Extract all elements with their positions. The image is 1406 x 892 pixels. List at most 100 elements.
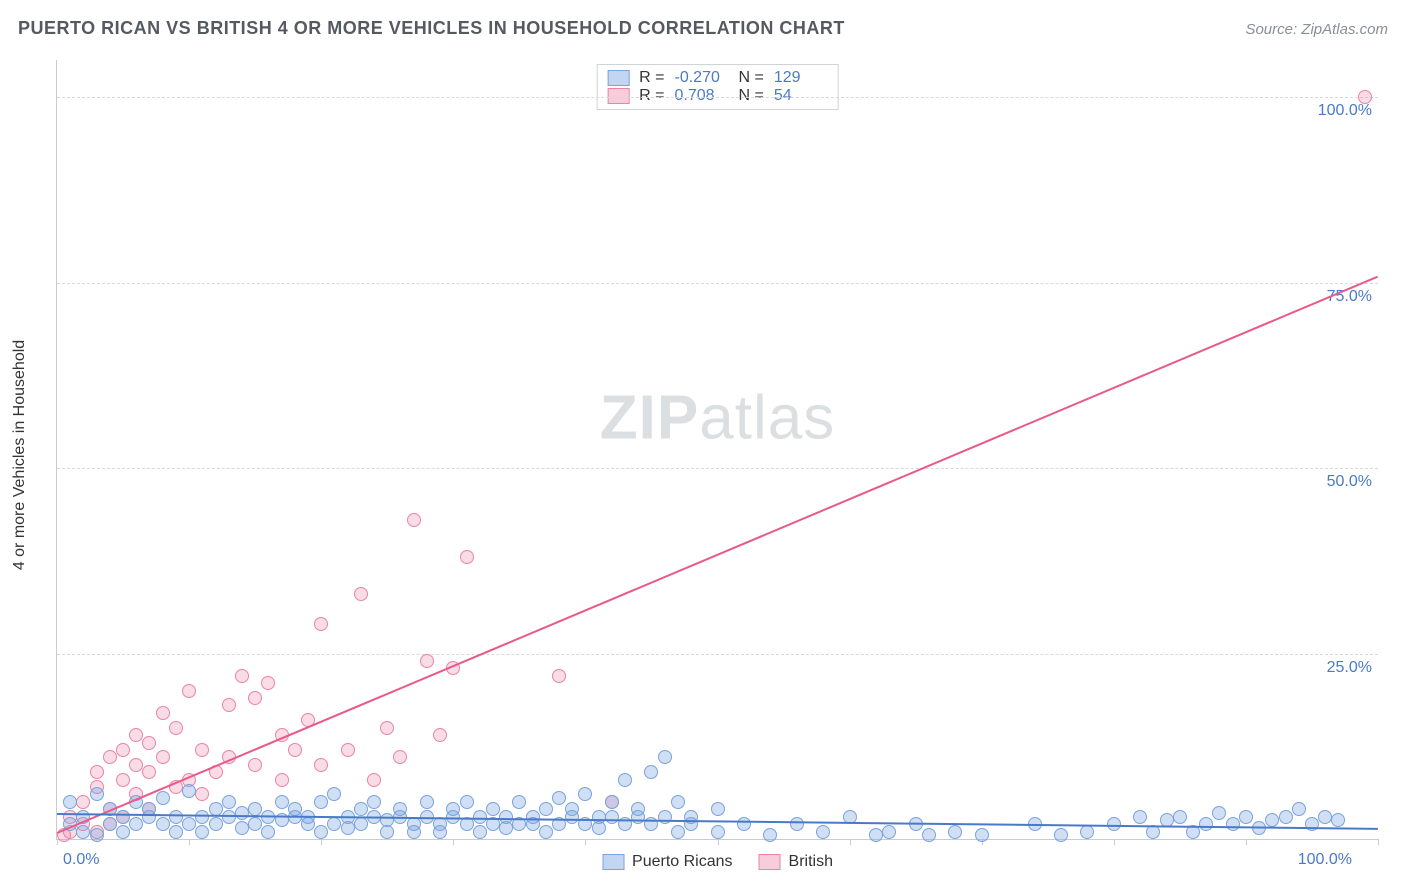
data-point-blue [1173,810,1187,824]
data-point-blue [235,821,249,835]
data-point-blue [433,825,447,839]
watermark-bold: ZIP [600,384,699,453]
data-point-blue [90,828,104,842]
data-point-blue [882,825,896,839]
data-point-pink [116,743,130,757]
data-point-blue [90,787,104,801]
data-point-blue [512,795,526,809]
swatch-pink-icon [759,854,781,870]
data-point-blue [156,817,170,831]
plot-area: 4 or more Vehicles in Household ZIPatlas… [48,60,1388,850]
data-point-blue [380,813,394,827]
x-tick [189,839,190,845]
data-point-blue [605,795,619,809]
data-point-pink [195,743,209,757]
data-point-pink [222,698,236,712]
data-point-blue [869,828,883,842]
x-max-label: 100.0% [1298,851,1352,869]
data-point-blue [671,825,685,839]
r-value-1: 0.708 [675,87,729,105]
header: PUERTO RICAN VS BRITISH 4 OR MORE VEHICL… [18,18,1388,39]
data-point-blue [618,773,632,787]
data-point-blue [1133,810,1147,824]
data-point-blue [76,825,90,839]
data-point-blue [552,791,566,805]
y-tick-label: 50.0% [1327,473,1372,491]
x-tick [1114,839,1115,845]
data-point-pink [142,736,156,750]
data-point-blue [407,817,421,831]
gridline-h [57,283,1378,284]
data-point-blue [169,825,183,839]
n-label: N = [739,69,764,87]
data-point-pink [235,669,249,683]
data-point-pink [433,728,447,742]
watermark-rest: atlas [699,384,835,453]
data-point-blue [1226,817,1240,831]
data-point-pink [314,617,328,631]
data-point-blue [354,802,368,816]
data-point-blue [578,787,592,801]
data-point-pink [354,587,368,601]
x-tick [585,839,586,845]
data-point-pink [90,765,104,779]
scatter-plot: ZIPatlas R = -0.270 N = 129 R = 0.708 N … [56,60,1378,840]
data-point-pink [314,758,328,772]
data-point-pink [393,750,407,764]
y-tick-label: 25.0% [1327,659,1372,677]
data-point-pink [169,721,183,735]
data-point-pink [248,691,262,705]
data-point-blue [1292,802,1306,816]
r-label: R = [639,69,664,87]
legend-item-0: Puerto Ricans [602,853,733,871]
data-point-pink [182,684,196,698]
data-point-blue [922,828,936,842]
data-point-blue [644,765,658,779]
data-point-blue [248,817,262,831]
data-point-pink [275,773,289,787]
data-point-pink [261,676,275,690]
data-point-pink [156,706,170,720]
data-point-blue [948,825,962,839]
gridline-h [57,654,1378,655]
data-point-pink [460,550,474,564]
data-point-blue [156,791,170,805]
data-point-blue [790,817,804,831]
data-point-blue [1331,813,1345,827]
swatch-blue-icon [602,854,624,870]
watermark: ZIPatlas [600,383,835,454]
data-point-pink [142,765,156,779]
stats-legend: R = -0.270 N = 129 R = 0.708 N = 54 [596,64,839,110]
data-point-blue [539,802,553,816]
x-tick [453,839,454,845]
data-point-blue [235,806,249,820]
data-point-blue [1265,813,1279,827]
data-point-blue [605,810,619,824]
data-point-pink [420,654,434,668]
data-point-blue [592,821,606,835]
data-point-blue [103,817,117,831]
data-point-blue [195,810,209,824]
data-point-blue [658,750,672,764]
data-point-blue [486,802,500,816]
n-label: N = [739,87,764,105]
n-value-1: 54 [774,87,828,105]
data-point-blue [367,795,381,809]
data-point-blue [182,784,196,798]
data-point-blue [209,817,223,831]
data-point-pink [129,728,143,742]
data-point-pink [76,795,90,809]
data-point-blue [327,817,341,831]
legend-label-0: Puerto Ricans [632,853,733,871]
data-point-blue [116,825,130,839]
data-point-blue [1054,828,1068,842]
data-point-blue [539,825,553,839]
x-tick [1246,839,1247,845]
data-point-pink [129,758,143,772]
data-point-pink [341,743,355,757]
data-point-blue [341,821,355,835]
data-point-pink [248,758,262,772]
data-point-blue [1080,825,1094,839]
data-point-pink [103,750,117,764]
data-point-pink [195,787,209,801]
